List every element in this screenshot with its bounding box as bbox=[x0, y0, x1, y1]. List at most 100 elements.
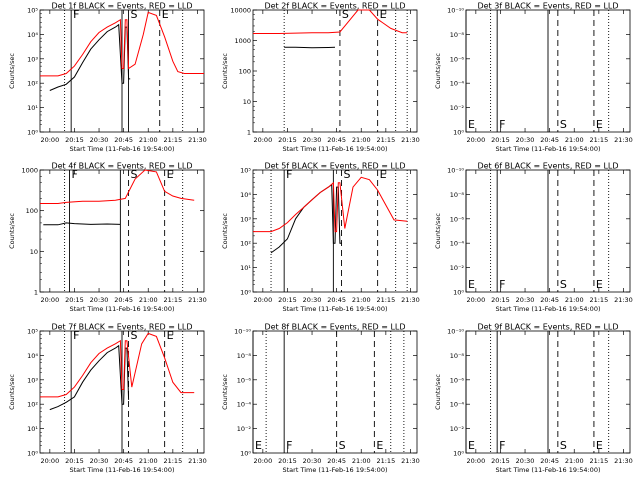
y-tick-label: 10⁻⁸ bbox=[450, 352, 465, 360]
x-tick-label: 20:15 bbox=[491, 136, 510, 144]
marker-label: S bbox=[560, 118, 567, 131]
x-tick-label: 20:00 bbox=[466, 136, 485, 144]
series-lld bbox=[253, 9, 408, 34]
y-tick-label: 10 bbox=[243, 98, 251, 106]
x-tick-label: 20:30 bbox=[303, 457, 322, 465]
x-tick-label: 21:00 bbox=[565, 457, 584, 465]
panel-title: Det 6f BLACK = Events, RED = LLD bbox=[477, 162, 618, 171]
series-lld bbox=[40, 332, 195, 398]
x-tick-label: 20:00 bbox=[40, 457, 59, 465]
panel-det-6: Det 6f BLACK = Events, RED = LLD 10⁰ 10⁻² 1… bbox=[434, 162, 633, 314]
panel-title: Det 2f BLACK = Events, RED = LLD bbox=[264, 2, 405, 11]
x-tick-label: 21:30 bbox=[401, 136, 420, 144]
x-tick-label: 21:30 bbox=[401, 457, 420, 465]
x-tick-label: 21:00 bbox=[352, 457, 371, 465]
x-tick-label: 21:30 bbox=[401, 296, 420, 304]
y-tick-label: 1000 bbox=[234, 37, 251, 45]
marker-label: F bbox=[73, 8, 79, 21]
y-tick-label: 10⁻² bbox=[450, 104, 465, 112]
y-tick-label: 10⁰ bbox=[240, 450, 251, 458]
x-tick-label: 21:30 bbox=[188, 457, 207, 465]
marker-label: F bbox=[499, 118, 505, 131]
y-tick-label: 10¹ bbox=[27, 425, 38, 433]
plot-frame bbox=[252, 9, 418, 133]
panel-title: Det 1f BLACK = Events, RED = LLD bbox=[51, 2, 192, 11]
marker-label: S bbox=[344, 168, 351, 181]
marker-label: E bbox=[468, 278, 475, 291]
y-axis-title: Counts/sec bbox=[8, 213, 16, 249]
x-axis-title: Start Time (11-Feb-16 19:54:00) bbox=[283, 305, 388, 313]
marker-label: S bbox=[131, 168, 138, 181]
x-tick-label: 20:45 bbox=[114, 457, 133, 465]
y-tick-label: 10² bbox=[27, 401, 38, 409]
x-tick-label: 20:45 bbox=[327, 296, 346, 304]
series-lld bbox=[253, 176, 408, 233]
marker-label: F bbox=[499, 439, 505, 452]
y-tick-label: 10⁻¹⁰ bbox=[447, 167, 464, 175]
marker-label: E bbox=[468, 118, 475, 131]
y-tick-label: 10⁻¹⁰ bbox=[234, 328, 251, 336]
x-tick-label: 20:45 bbox=[540, 457, 559, 465]
x-tick-label: 20:30 bbox=[303, 296, 322, 304]
panel-title: Det 3f BLACK = Events, RED = LLD bbox=[477, 2, 618, 11]
x-axis-title: Start Time (11-Feb-16 19:54:00) bbox=[70, 145, 175, 153]
x-tick-label: 21:15 bbox=[163, 457, 182, 465]
marker-label: S bbox=[131, 8, 138, 21]
x-tick-label: 20:15 bbox=[65, 296, 84, 304]
x-tick-label: 20:45 bbox=[327, 457, 346, 465]
panel-title: Det 9f BLACK = Events, RED = LLD bbox=[477, 323, 618, 332]
y-tick-label: 100 bbox=[239, 68, 251, 76]
marker-label: E bbox=[255, 439, 262, 452]
panel-title: Det 7f BLACK = Events, RED = LLD bbox=[51, 323, 192, 332]
x-axis-title: Start Time (11-Feb-16 19:54:00) bbox=[70, 305, 175, 313]
marker-label: F bbox=[286, 168, 292, 181]
panel-title: Det 4f BLACK = Events, RED = LLD bbox=[51, 162, 192, 171]
x-axis-title: Start Time (11-Feb-16 19:54:00) bbox=[283, 466, 388, 474]
y-tick-label: 10¹ bbox=[27, 104, 38, 112]
plot-frame bbox=[252, 169, 418, 293]
x-axis-title: Start Time (11-Feb-16 19:54:00) bbox=[496, 145, 601, 153]
series-events bbox=[49, 23, 131, 91]
y-tick-label: 10³ bbox=[27, 376, 38, 384]
panel-det-2: Det 2f BLACK = Events, RED = LLD 1 10 100 10… bbox=[221, 2, 420, 154]
x-tick-label: 20:45 bbox=[114, 296, 133, 304]
marker-label: E bbox=[596, 118, 603, 131]
y-tick-label: 10⁰ bbox=[27, 450, 38, 458]
marker-label: F bbox=[72, 168, 78, 181]
x-tick-label: 21:00 bbox=[352, 296, 371, 304]
x-tick-label: 20:00 bbox=[40, 296, 59, 304]
marker-label: S bbox=[339, 439, 346, 452]
x-tick-label: 21:00 bbox=[139, 136, 158, 144]
marker-label: E bbox=[167, 168, 174, 181]
panel-title: Det 8f BLACK = Events, RED = LLD bbox=[264, 323, 405, 332]
y-tick-label: 10⁻⁶ bbox=[450, 376, 465, 384]
y-tick-label: 10⁻⁴ bbox=[450, 240, 465, 248]
y-tick-label: 10⁻² bbox=[237, 425, 252, 433]
series-lld bbox=[40, 169, 195, 204]
marker-label: S bbox=[560, 278, 567, 291]
x-tick-label: 21:00 bbox=[139, 296, 158, 304]
marker-label: F bbox=[499, 278, 505, 291]
y-tick-label: 10⁵ bbox=[27, 7, 38, 15]
y-tick-label: 10⁻⁴ bbox=[237, 401, 252, 409]
x-tick-label: 20:00 bbox=[253, 296, 272, 304]
panel-det-1: Det 1f BLACK = Events, RED = LLD 10⁰ 10¹ 10… bbox=[8, 2, 207, 154]
y-tick-label: 10² bbox=[240, 240, 251, 248]
marker-label: E bbox=[162, 8, 169, 21]
y-axis-title: Counts/sec bbox=[8, 374, 16, 410]
x-axis-title: Start Time (11-Feb-16 19:54:00) bbox=[283, 145, 388, 153]
x-tick-label: 21:15 bbox=[163, 296, 182, 304]
x-tick-label: 21:30 bbox=[188, 296, 207, 304]
y-axis-title: Counts/sec bbox=[8, 53, 16, 89]
y-axis-title: Counts/sec bbox=[221, 53, 229, 89]
y-axis-title: Counts/sec bbox=[434, 374, 442, 410]
x-axis-title: Start Time (11-Feb-16 19:54:00) bbox=[496, 466, 601, 474]
y-tick-label: 10⁴ bbox=[27, 352, 38, 360]
x-tick-label: 20:30 bbox=[90, 296, 109, 304]
y-tick-label: 10⁵ bbox=[240, 167, 251, 175]
y-axis-title: Counts/sec bbox=[434, 213, 442, 249]
x-tick-label: 20:30 bbox=[516, 296, 535, 304]
panel-det-9: Det 9f BLACK = Events, RED = LLD 10⁰ 10⁻² 1… bbox=[434, 323, 633, 475]
y-tick-label: 10⁴ bbox=[27, 31, 38, 39]
x-tick-label: 20:00 bbox=[466, 296, 485, 304]
